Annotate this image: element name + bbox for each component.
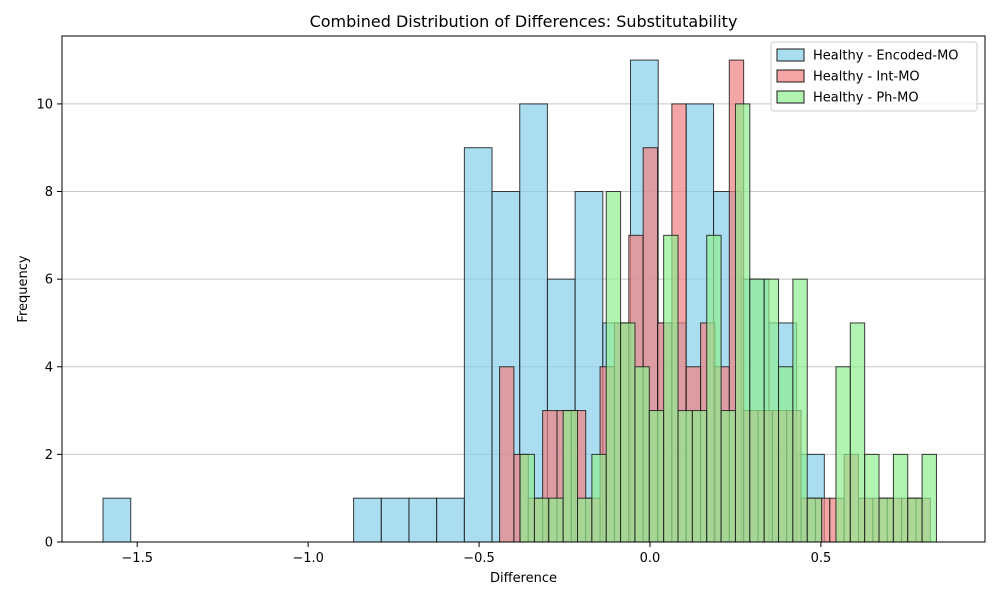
y-tick-label: 2 <box>45 448 53 463</box>
histogram-bar <box>778 366 794 543</box>
legend-label: Healthy - Encoded-MO <box>813 49 959 64</box>
histogram-bar <box>380 497 410 543</box>
y-tick-label: 6 <box>45 273 53 288</box>
histogram-bar <box>463 147 493 543</box>
y-axis-label: Frequency <box>16 255 31 322</box>
legend-label: Healthy - Ph-MO <box>813 91 919 106</box>
series-3-bars <box>519 103 937 543</box>
histogram-bar <box>691 410 708 543</box>
histogram-bar <box>835 366 851 543</box>
y-tick-label: 0 <box>45 536 53 551</box>
histogram-bar <box>436 497 465 543</box>
x-tick-label: −1.5 <box>121 551 153 566</box>
histogram-bar <box>792 278 808 543</box>
x-tick-label: 0.5 <box>811 551 832 566</box>
histogram-bar <box>907 497 923 543</box>
legend-swatch <box>776 69 805 83</box>
x-tick-label: −0.5 <box>463 551 495 566</box>
histogram-bar <box>806 497 823 543</box>
histogram-bar <box>353 497 382 543</box>
legend: Healthy - Encoded-MO Healthy - Int-MO Heal… <box>770 41 978 112</box>
axes: −1.5 −1.0 −0.5 0.0 0.5 0 2 4 6 8 10 <box>36 35 986 566</box>
histogram-bar <box>734 103 751 543</box>
histogram-bar <box>519 453 535 543</box>
histogram-bar <box>605 191 622 543</box>
histogram-bar <box>648 410 665 543</box>
x-tick-label: −1.0 <box>292 551 324 566</box>
y-tick-label: 8 <box>45 185 53 200</box>
histogram-bar <box>763 278 780 543</box>
legend-box <box>770 41 978 112</box>
histogram-bar <box>749 278 765 543</box>
legend-label: Healthy - Int-MO <box>813 70 920 85</box>
y-tick-label: 10 <box>36 97 53 112</box>
legend-swatch <box>776 90 805 104</box>
histogram-bar <box>577 497 593 543</box>
chart-title: Combined Distribution of Differences: Su… <box>310 12 738 31</box>
y-tick-label: 4 <box>45 360 53 375</box>
histogram-bar <box>634 366 650 543</box>
histogram-bar <box>562 410 579 543</box>
histogram-bar <box>720 410 736 543</box>
plot-frame <box>61 35 986 543</box>
histogram-bar <box>591 453 607 543</box>
histogram-bar <box>921 453 937 543</box>
x-tick-label: 0.0 <box>640 551 661 566</box>
histogram-bar <box>620 322 636 543</box>
bars <box>102 59 937 543</box>
histogram-bar <box>102 497 132 543</box>
histogram-bar <box>663 234 679 543</box>
histogram-bar <box>849 322 866 543</box>
histogram-bar <box>408 497 438 543</box>
histogram-bar <box>706 234 722 543</box>
legend-swatch <box>776 48 805 62</box>
x-axis-label: Difference <box>490 571 557 586</box>
histogram-bar <box>677 410 693 543</box>
histogram-bar <box>533 497 550 543</box>
histogram-bar <box>548 497 564 543</box>
histogram-bar <box>878 497 894 543</box>
histogram-bar <box>499 366 515 543</box>
histogram-bar <box>864 453 880 543</box>
histogram-bar <box>892 453 909 543</box>
